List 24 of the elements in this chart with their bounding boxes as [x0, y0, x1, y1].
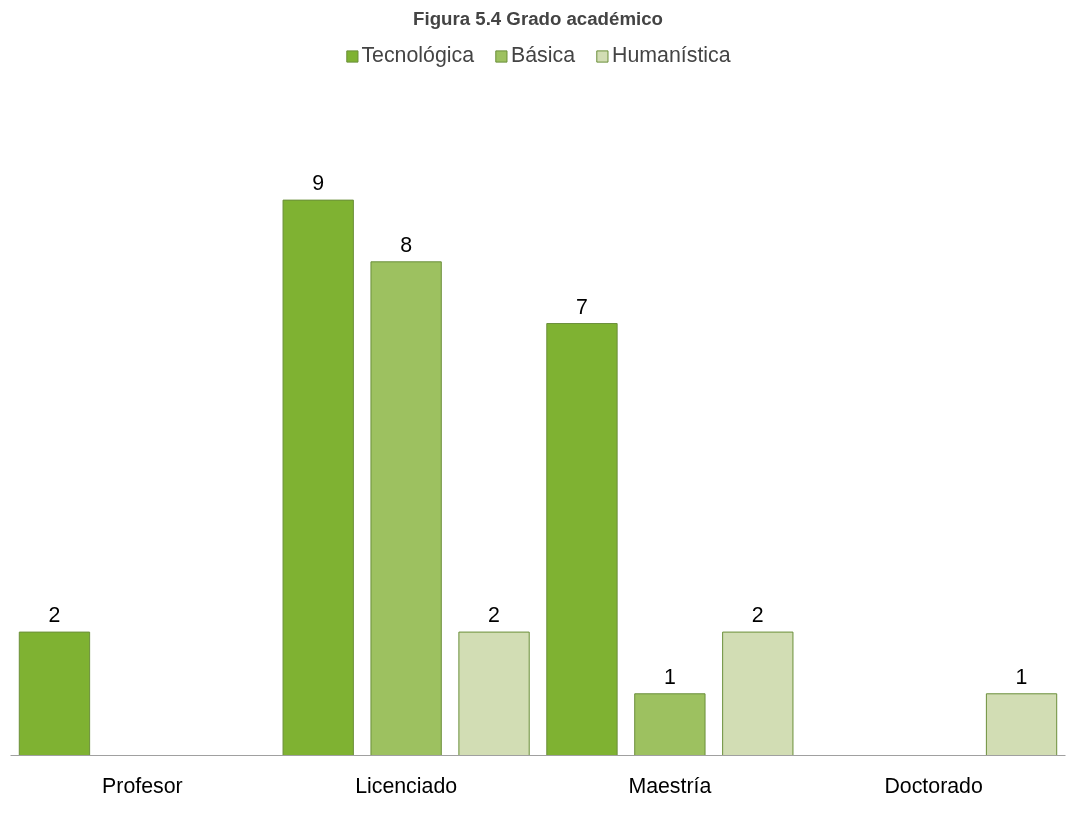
bar — [458, 631, 530, 756]
bar — [634, 693, 706, 756]
data-label: 1 — [1015, 664, 1028, 689]
data-label: 1 — [663, 664, 676, 689]
bar — [722, 631, 794, 756]
data-label: 8 — [400, 232, 413, 257]
data-label: 2 — [488, 603, 500, 628]
bar — [18, 631, 91, 756]
data-label: 2 — [48, 603, 61, 628]
data-label: 9 — [312, 171, 325, 196]
data-label: 7 — [576, 294, 588, 319]
legend-label: Básica — [511, 43, 576, 68]
x-tick-label: Doctorado — [884, 773, 983, 798]
x-tick-label: Maestría — [628, 773, 712, 798]
bar — [546, 323, 618, 756]
data-label: 2 — [751, 603, 764, 628]
legend-label: Tecnológica — [361, 43, 475, 68]
legend-label: Humanística — [612, 43, 731, 68]
chart-title: Figura 5.4 Grado académico — [413, 7, 663, 29]
bar — [282, 199, 354, 756]
x-tick-label: Licenciado — [355, 773, 458, 798]
bar — [985, 693, 1058, 756]
bar — [370, 261, 442, 756]
x-tick-label: Profesor — [102, 773, 183, 798]
